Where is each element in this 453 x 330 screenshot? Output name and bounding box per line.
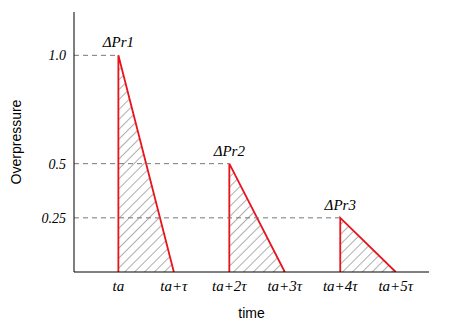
svg-text:ta: ta xyxy=(113,278,125,294)
svg-text:ΔPr2: ΔPr2 xyxy=(213,143,246,159)
svg-text:1.0: 1.0 xyxy=(49,48,67,63)
svg-text:ta+τ: ta+τ xyxy=(160,278,188,294)
svg-text:time: time xyxy=(238,305,265,321)
svg-text:ta+3τ: ta+3τ xyxy=(267,278,302,294)
svg-text:0.25: 0.25 xyxy=(42,211,67,226)
svg-text:Overpressure: Overpressure xyxy=(8,99,24,184)
svg-text:ta+5τ: ta+5τ xyxy=(378,278,413,294)
svg-text:ΔPr3: ΔPr3 xyxy=(324,197,356,213)
svg-text:0.5: 0.5 xyxy=(49,157,67,172)
svg-text:ta+2τ: ta+2τ xyxy=(212,278,247,294)
svg-text:ta+4τ: ta+4τ xyxy=(323,278,358,294)
svg-text:ΔPr1: ΔPr1 xyxy=(102,34,134,50)
